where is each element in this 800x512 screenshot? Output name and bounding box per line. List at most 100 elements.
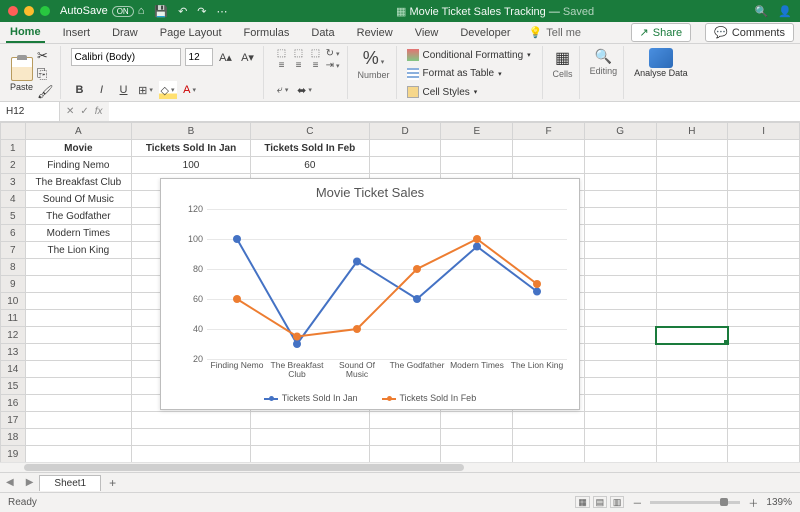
sheet-tab-sheet1[interactable]: Sheet1 — [39, 475, 101, 491]
cell-G9[interactable] — [584, 276, 656, 293]
cell-A19[interactable] — [25, 446, 132, 463]
bold-button[interactable]: B — [71, 81, 89, 99]
cell-H18[interactable] — [656, 429, 728, 446]
cell-C17[interactable] — [250, 412, 369, 429]
tab-data[interactable]: Data — [307, 24, 338, 42]
cell-I19[interactable] — [728, 446, 800, 463]
row-header-4[interactable]: 4 — [1, 191, 26, 208]
comments-button[interactable]: 💬 Comments — [705, 23, 794, 42]
cell-I15[interactable] — [728, 378, 800, 395]
zoom-level[interactable]: 139% — [766, 497, 792, 508]
row-header-8[interactable]: 8 — [1, 259, 26, 276]
decrease-font-icon[interactable]: A▾ — [239, 48, 257, 66]
cell-A1[interactable]: Movie — [25, 140, 132, 157]
cell-A17[interactable] — [25, 412, 132, 429]
cell-A11[interactable] — [25, 310, 132, 327]
cell-I7[interactable] — [728, 242, 800, 259]
col-header-F[interactable]: F — [513, 123, 585, 140]
tab-home[interactable]: Home — [6, 23, 45, 43]
cell-H9[interactable] — [656, 276, 728, 293]
cell-G5[interactable] — [584, 208, 656, 225]
cell-B19[interactable] — [132, 446, 251, 463]
cell-I1[interactable] — [728, 140, 800, 157]
cell-H10[interactable] — [656, 293, 728, 310]
align-middle-icon[interactable]: ⬚ — [291, 48, 307, 59]
cell-H19[interactable] — [656, 446, 728, 463]
row-header-1[interactable]: 1 — [1, 140, 26, 157]
cell-A8[interactable] — [25, 259, 132, 276]
row-header-10[interactable]: 10 — [1, 293, 26, 310]
cell-G14[interactable] — [584, 361, 656, 378]
cell-H13[interactable] — [656, 344, 728, 361]
cell-D2[interactable] — [369, 157, 441, 174]
cell-D17[interactable] — [369, 412, 441, 429]
window-controls[interactable] — [8, 6, 50, 16]
cell-H16[interactable] — [656, 395, 728, 412]
increase-font-icon[interactable]: A▴ — [217, 48, 235, 66]
paste-button[interactable]: Paste — [10, 57, 33, 92]
cell-H5[interactable] — [656, 208, 728, 225]
conditional-formatting-button[interactable]: Conditional Formatting ▾ — [407, 48, 536, 62]
cell-A2[interactable]: Finding Nemo — [25, 157, 132, 174]
underline-button[interactable]: U — [115, 81, 133, 99]
cell-I6[interactable] — [728, 225, 800, 242]
fx-icon[interactable]: fx — [95, 106, 103, 117]
cell-H17[interactable] — [656, 412, 728, 429]
account-icon[interactable]: 👤 — [778, 5, 792, 18]
cell-C18[interactable] — [250, 429, 369, 446]
row-header-6[interactable]: 6 — [1, 225, 26, 242]
row-header-12[interactable]: 12 — [1, 327, 26, 344]
cell-I11[interactable] — [728, 310, 800, 327]
close-window-icon[interactable] — [8, 6, 18, 16]
cell-E2[interactable] — [441, 157, 513, 174]
font-color-button[interactable]: A — [181, 81, 199, 99]
cell-G10[interactable] — [584, 293, 656, 310]
cell-A5[interactable]: The Godfather — [25, 208, 132, 225]
align-bottom-icon[interactable]: ⬚ — [308, 48, 324, 59]
search-icon[interactable]: 🔍 — [755, 5, 769, 18]
cell-B17[interactable] — [132, 412, 251, 429]
minimize-window-icon[interactable] — [24, 6, 34, 16]
align-center-icon[interactable]: ≡ — [291, 60, 307, 71]
cell-A6[interactable]: Modern Times — [25, 225, 132, 242]
enter-formula-icon[interactable]: ✓ — [80, 106, 88, 117]
cell-I9[interactable] — [728, 276, 800, 293]
tab-view[interactable]: View — [411, 24, 443, 42]
fill-color-button[interactable]: ◇ — [159, 81, 177, 99]
tab-draw[interactable]: Draw — [108, 24, 142, 42]
cell-B2[interactable]: 100 — [132, 157, 251, 174]
row-header-11[interactable]: 11 — [1, 310, 26, 327]
editing-icon[interactable]: 🔍 — [595, 48, 612, 65]
cut-icon[interactable]: ✂ — [37, 48, 54, 64]
cell-I3[interactable] — [728, 174, 800, 191]
cell-G6[interactable] — [584, 225, 656, 242]
cell-A7[interactable]: The Lion King — [25, 242, 132, 259]
cell-A18[interactable] — [25, 429, 132, 446]
sheet-nav-next-icon[interactable]: ▶ — [20, 477, 40, 488]
col-header-E[interactable]: E — [441, 123, 513, 140]
col-header-D[interactable]: D — [369, 123, 441, 140]
cell-G8[interactable] — [584, 259, 656, 276]
col-header-H[interactable]: H — [656, 123, 728, 140]
cell-F1[interactable] — [513, 140, 585, 157]
cell-B18[interactable] — [132, 429, 251, 446]
sheet-nav-prev-icon[interactable]: ◀ — [0, 477, 20, 488]
cell-E1[interactable] — [441, 140, 513, 157]
cell-G11[interactable] — [584, 310, 656, 327]
formula-input[interactable] — [109, 102, 800, 121]
cell-C19[interactable] — [250, 446, 369, 463]
save-icon[interactable]: 💾 — [154, 5, 168, 18]
cell-D19[interactable] — [369, 446, 441, 463]
cell-G13[interactable] — [584, 344, 656, 361]
zoom-in-icon[interactable]: ＋ — [748, 495, 758, 510]
col-header-G[interactable]: G — [584, 123, 656, 140]
cell-H4[interactable] — [656, 191, 728, 208]
cell-H7[interactable] — [656, 242, 728, 259]
cells-icon[interactable]: ▦ — [555, 48, 570, 68]
indent-icon[interactable]: ⇥ — [325, 60, 341, 71]
wrap-text-button[interactable]: ⤶ — [274, 81, 292, 99]
cell-C2[interactable]: 60 — [250, 157, 369, 174]
cell-H14[interactable] — [656, 361, 728, 378]
maximize-window-icon[interactable] — [40, 6, 50, 16]
select-all-corner[interactable] — [1, 123, 26, 140]
